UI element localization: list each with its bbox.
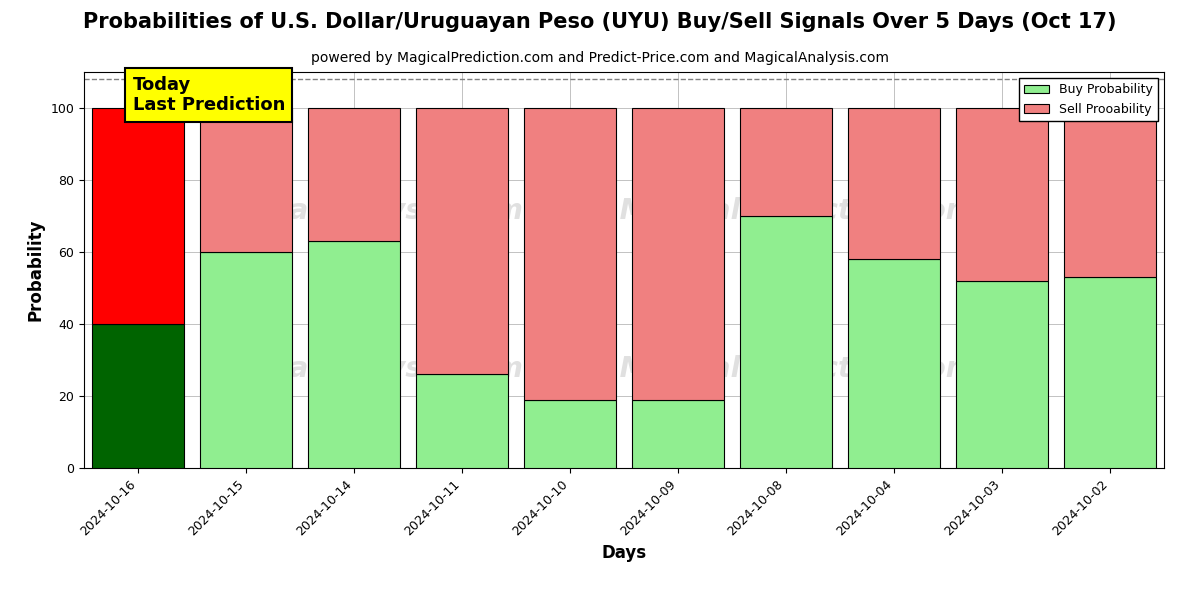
Bar: [524, 108, 616, 400]
Bar: [200, 252, 292, 468]
Text: powered by MagicalPrediction.com and Predict-Price.com and MagicalAnalysis.com: powered by MagicalPrediction.com and Pre…: [311, 51, 889, 65]
Text: calAnalysis.com    n    MagicalPrediction.com: calAnalysis.com n MagicalPrediction.com: [274, 355, 974, 383]
Bar: [308, 108, 400, 241]
Bar: [956, 281, 1048, 468]
Bar: [956, 108, 1048, 281]
Bar: [1064, 277, 1156, 468]
Text: Probabilities of U.S. Dollar/Uruguayan Peso (UYU) Buy/Sell Signals Over 5 Days (: Probabilities of U.S. Dollar/Uruguayan P…: [83, 12, 1117, 32]
Bar: [1064, 108, 1156, 277]
Bar: [92, 108, 184, 324]
Bar: [524, 400, 616, 468]
Bar: [416, 374, 508, 468]
Bar: [632, 108, 724, 400]
Bar: [92, 324, 184, 468]
Bar: [308, 241, 400, 468]
Text: calAnalysis.com    n    MagicalPrediction.com: calAnalysis.com n MagicalPrediction.com: [274, 197, 974, 224]
Bar: [848, 108, 940, 259]
Bar: [848, 259, 940, 468]
Legend: Buy Probability, Sell Prooability: Buy Probability, Sell Prooability: [1019, 78, 1158, 121]
Bar: [200, 108, 292, 252]
Text: Today
Last Prediction: Today Last Prediction: [132, 76, 284, 115]
Bar: [740, 108, 832, 216]
X-axis label: Days: Days: [601, 544, 647, 562]
Bar: [416, 108, 508, 374]
Bar: [632, 400, 724, 468]
Y-axis label: Probability: Probability: [26, 219, 44, 321]
Bar: [740, 216, 832, 468]
